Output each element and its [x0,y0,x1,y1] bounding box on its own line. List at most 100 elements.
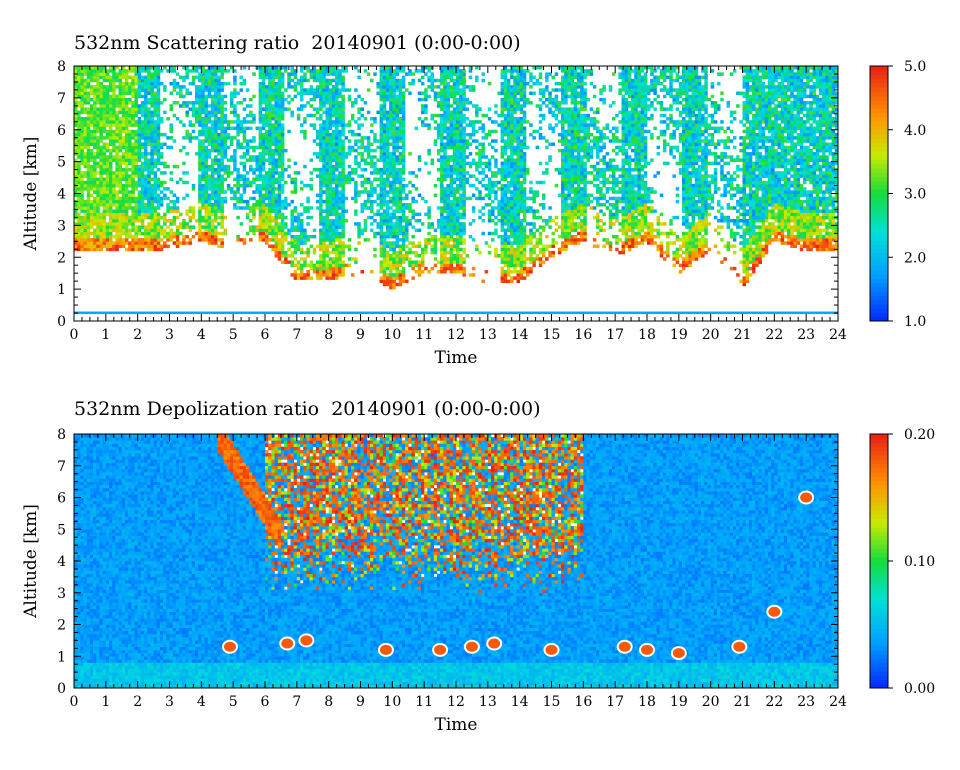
chart-title-scattering: 532nm Scattering ratio 20140901 (0:00-0:… [74,32,521,54]
colorbar: 5.0 4.0 3.0 2.0 1.0 [869,59,926,330]
y-axis: 0 1 2 3 4 5 6 7 8 [57,59,838,330]
x-tick-label: 11 [415,694,433,710]
y-tick-label: 1 [57,649,66,665]
depol-spot-0 [221,639,238,654]
y-tick-label: 3 [57,586,66,602]
colorbar-tick-label: 4.0 [904,123,926,139]
colorbar-tick-label: 0.00 [904,681,935,697]
x-tick-label: 17 [606,694,624,710]
heatmap-field [74,66,838,315]
x-tick-label: 6 [261,694,270,710]
x-tick-label: 4 [197,694,206,710]
heatmap-field [74,434,838,688]
x-tick-label: 2 [133,327,142,343]
x-tick-label: 5 [229,694,238,710]
x-tick-label: 11 [415,327,433,343]
depol-spot-1 [279,636,296,651]
x-tick-label: 16 [574,327,592,343]
x-tick-label: 15 [543,694,561,710]
x-tick-label: 14 [511,694,529,710]
y-tick-label: 6 [57,123,66,139]
x-tick-label: 15 [543,327,561,343]
y-tick-label: 7 [57,459,66,475]
y-axis-label: Altitude [km] [21,504,41,619]
x-tick-label: 1 [101,327,110,343]
depol-spot-8 [616,639,633,654]
x-tick-label: 5 [229,327,238,343]
y-tick-label: 7 [57,91,66,107]
x-tick-label: 8 [324,327,333,343]
x-tick-label: 12 [447,327,465,343]
x-tick-label: 13 [479,694,497,710]
chart-panel-1: 0 1 2 3 4 5 6 7 8 9 10 11 12 13 14 15 16 17 18 19 20 21 22 23 24… [21,427,935,735]
depol-spot-2 [298,633,315,648]
y-tick-label: 5 [57,155,66,171]
x-tick-label: 3 [165,327,174,343]
depol-spot-6 [486,636,503,651]
depol-spot-9 [639,642,655,657]
y-tick-label: 2 [57,250,66,266]
x-tick-label: 21 [734,327,752,343]
chart-title-depolarization: 532nm Depolization ratio 20140901 (0:00-… [74,398,541,420]
x-tick-label: 18 [638,327,656,343]
x-tick-label: 16 [574,694,592,710]
x-tick-label: 17 [606,327,624,343]
x-tick-label: 8 [324,694,333,710]
depol-spot-4 [432,642,449,657]
y-tick-label: 6 [57,491,66,507]
x-tick-label: 14 [511,327,529,343]
colorbar-tick-label: 2.0 [904,250,926,266]
y-tick-label: 8 [57,59,66,75]
colorbar-tick-label: 1.0 [904,314,926,330]
colorbar-tick-label: 5.0 [904,59,926,75]
y-tick-label: 8 [57,427,66,443]
y-axis: 0 1 2 3 4 5 6 7 8 [57,427,838,697]
x-axis: 0 1 2 3 4 5 6 7 8 9 10 11 12 13 14 15 16 17 18 19 20 21 22 23 24 [70,434,847,710]
depol-spot-11 [731,639,748,654]
y-tick-label: 4 [57,187,66,203]
x-tick-label: 1 [101,694,110,710]
x-tick-label: 21 [734,694,752,710]
x-tick-label: 24 [829,327,847,343]
x-tick-label: 19 [670,327,688,343]
x-tick-label: 24 [829,694,847,710]
x-tick-label: 18 [638,694,656,710]
x-tick-label: 4 [197,327,206,343]
colorbar-tick-label: 0.10 [904,554,935,570]
depol-spot-5 [463,639,480,654]
x-tick-label: 0 [70,694,79,710]
chart-panel-0: 0 1 2 3 4 5 6 7 8 9 10 11 12 13 14 15 16 17 18 19 20 21 22 23 24… [21,59,926,368]
depol-spot-10 [670,646,687,661]
depol-spot-13 [798,490,815,505]
y-tick-label: 5 [57,522,66,538]
x-tick-label: 12 [447,694,465,710]
y-tick-label: 2 [57,618,66,634]
x-tick-label: 7 [292,694,301,710]
y-tick-label: 4 [57,554,66,570]
x-axis-label: Time [435,715,478,735]
y-tick-label: 1 [57,282,66,298]
x-tick-label: 13 [479,327,497,343]
x-axis-label: Time [435,348,478,368]
x-tick-label: 9 [356,327,365,343]
x-tick-label: 22 [765,694,783,710]
x-tick-label: 22 [765,327,783,343]
depol-spot-12 [766,604,783,619]
x-tick-label: 6 [261,327,270,343]
y-tick-label: 3 [57,218,66,234]
x-tick-label: 9 [356,694,365,710]
depol-spot-7 [543,642,560,657]
x-tick-label: 7 [292,327,301,343]
x-tick-label: 3 [165,694,174,710]
y-tick-label: 0 [57,314,66,330]
x-axis: 0 1 2 3 4 5 6 7 8 9 10 11 12 13 14 15 16 17 18 19 20 21 22 23 24 [70,66,847,343]
x-tick-label: 20 [702,327,720,343]
x-tick-label: 20 [702,694,720,710]
colorbar: 0.20 0.10 0.00 [869,427,935,697]
colorbar-tick-label: 3.0 [904,187,926,203]
depol-spot-3 [377,642,394,657]
x-tick-label: 2 [133,694,142,710]
x-tick-label: 19 [670,694,688,710]
y-axis-label: Altitude [km] [21,137,41,252]
